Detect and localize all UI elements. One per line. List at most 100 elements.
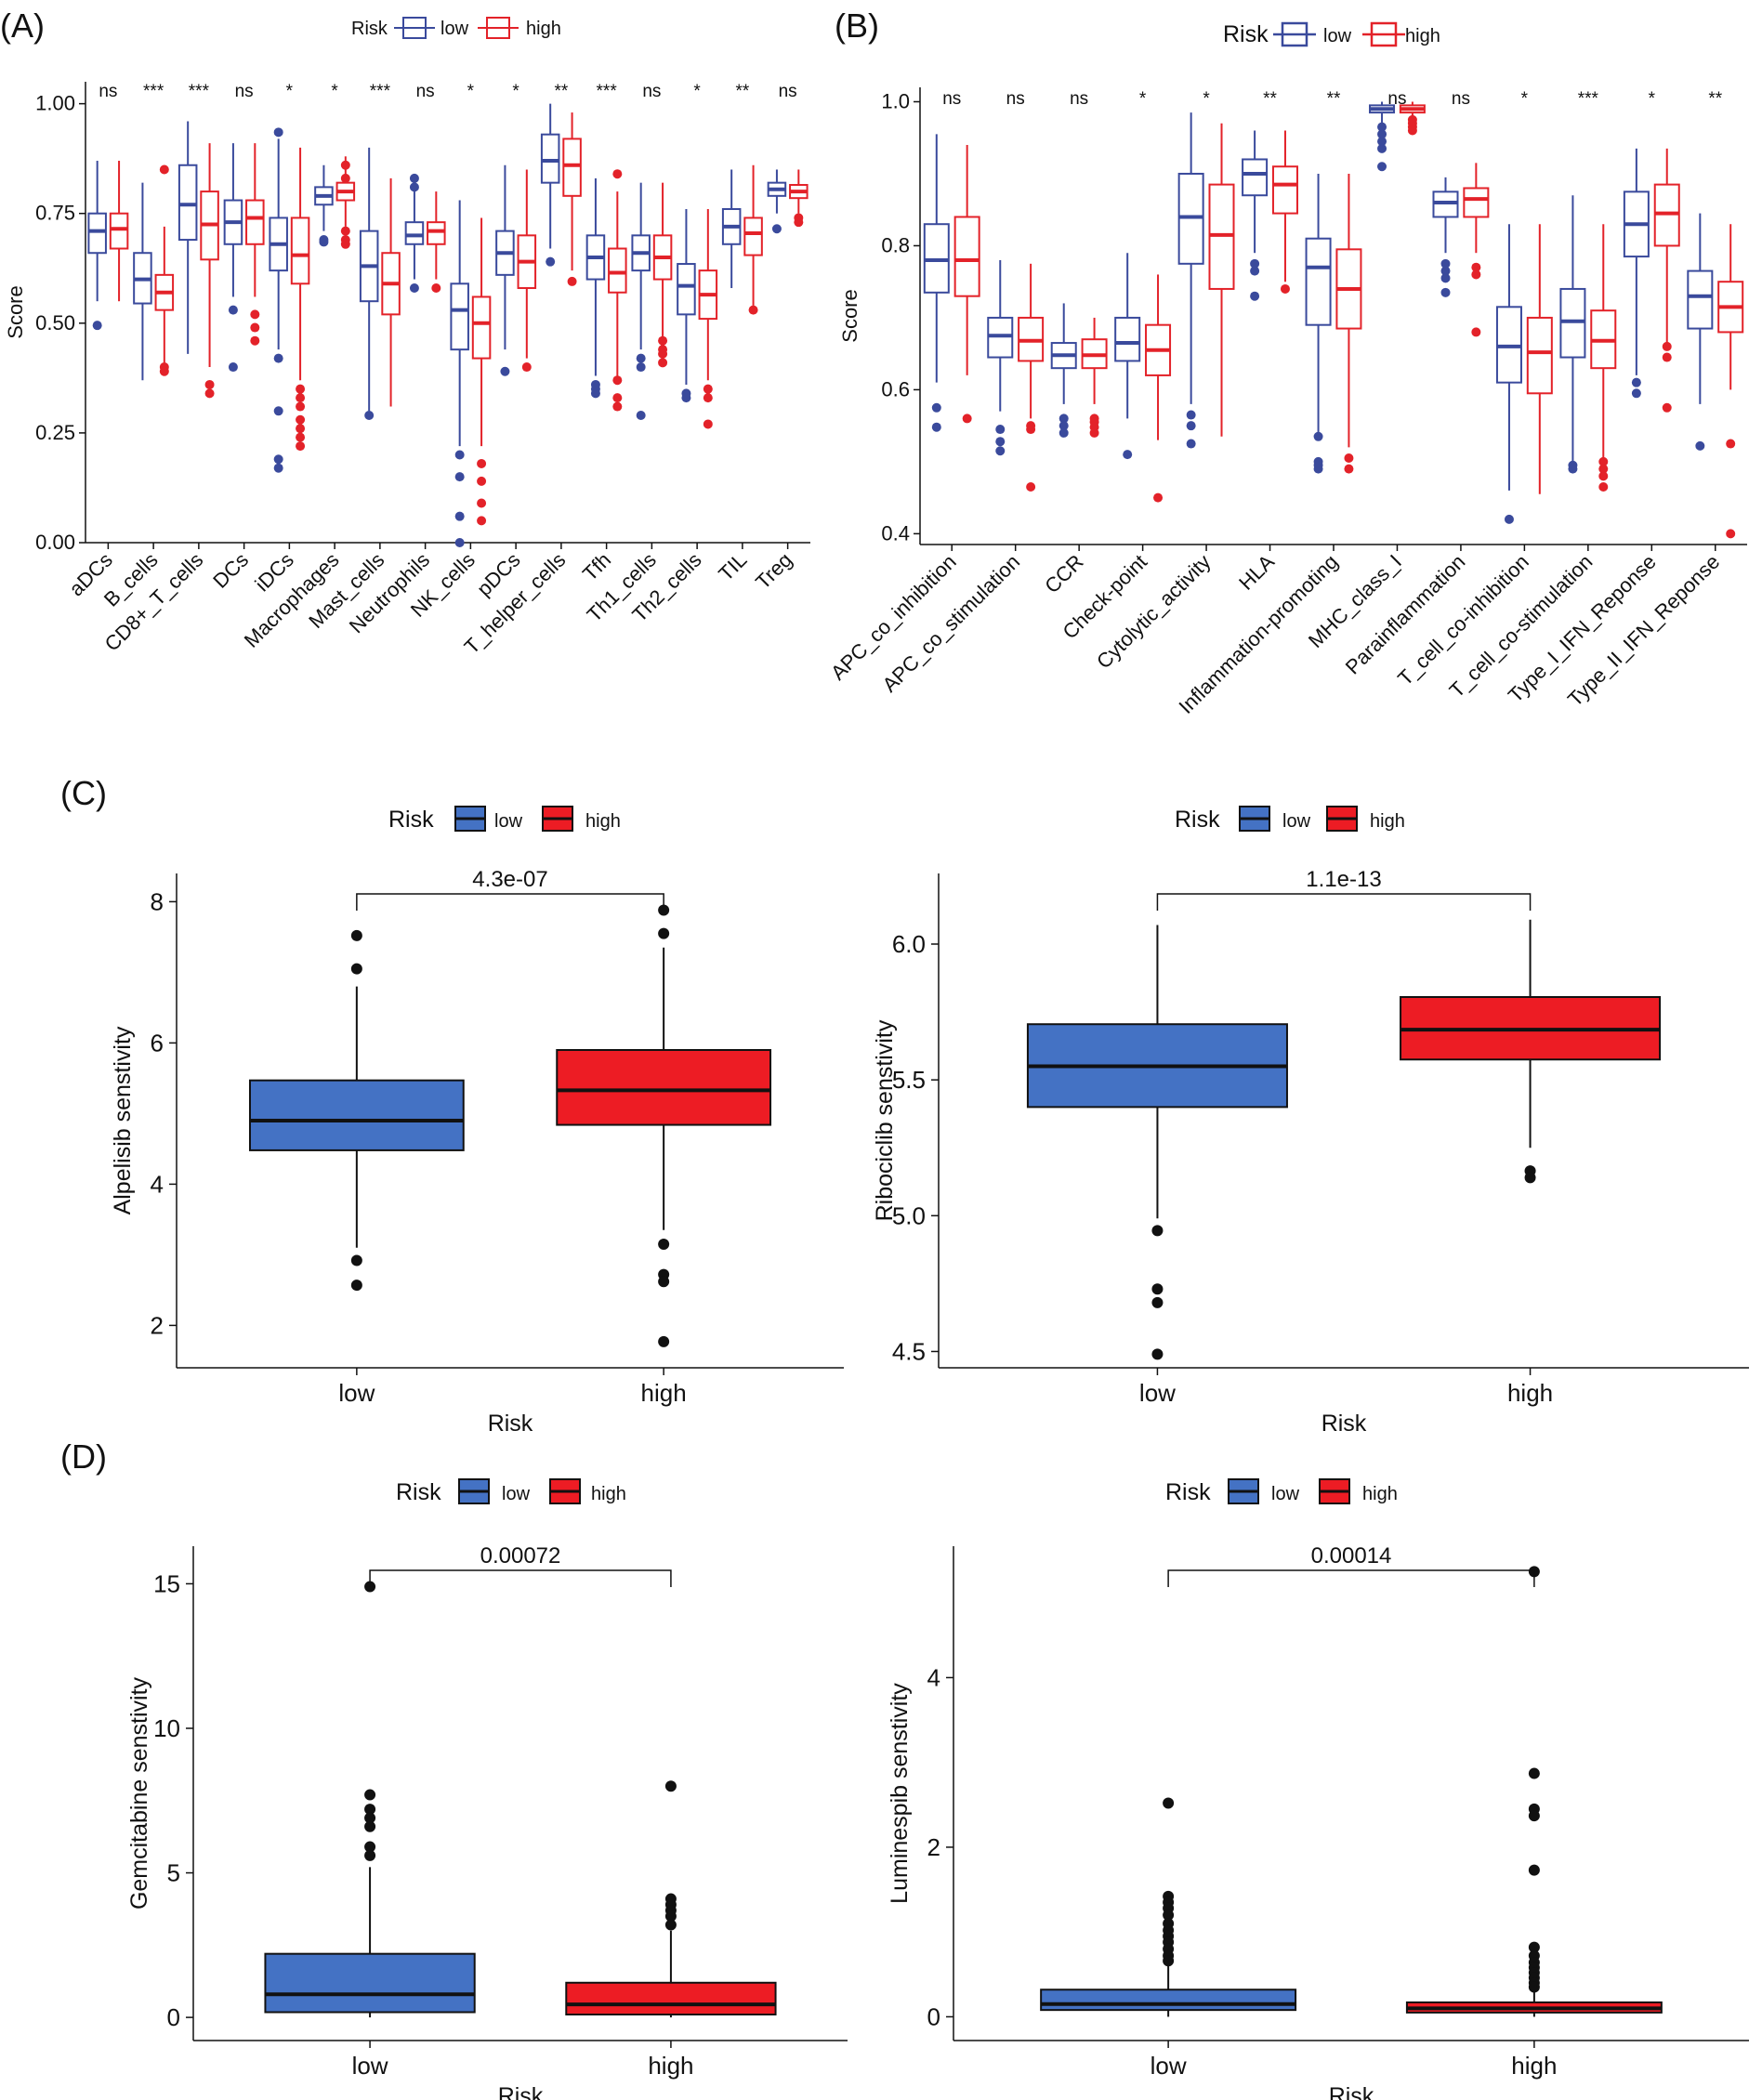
y-tick-label: 0 — [167, 2003, 180, 2031]
box-iqr — [1526, 316, 1553, 395]
outlier-point — [664, 1780, 677, 1792]
significance-label: *** — [143, 82, 164, 101]
x-tick-label: low — [1139, 1379, 1176, 1407]
outlier-point — [1186, 410, 1196, 420]
box-iqr — [953, 216, 980, 297]
x-axis-title: Risk — [1322, 1411, 1367, 1437]
outlier-point — [1528, 1864, 1540, 1876]
outlier-point — [1059, 413, 1069, 424]
significance-label: * — [331, 82, 338, 101]
significance-label: ** — [1327, 89, 1341, 109]
outlier-point — [1440, 258, 1451, 269]
outlier-point — [296, 424, 306, 434]
outlier-point — [1250, 266, 1260, 276]
outlier-point — [454, 538, 465, 547]
x-tick-label: Cytolytic_activity — [1092, 550, 1216, 674]
outlier-point — [636, 362, 646, 373]
outlier-point — [1280, 283, 1290, 294]
y-axis-title: Score — [838, 289, 861, 342]
y-tick-label: 0.6 — [881, 377, 910, 400]
legend-title: Risk — [388, 807, 434, 833]
x-axis-title: Risk — [488, 1411, 533, 1437]
box-iqr — [450, 282, 469, 351]
legend-key-low — [394, 17, 435, 39]
outlier-point — [1568, 464, 1578, 474]
legend-label-high: high — [591, 1484, 626, 1504]
outlier-point — [1151, 1225, 1164, 1237]
legend-label-low: low — [502, 1484, 531, 1504]
box-iqr — [404, 221, 425, 245]
significance-label: ns — [99, 82, 117, 101]
legend-label-high: high — [1405, 26, 1440, 46]
significance-label: ns — [235, 82, 254, 101]
x-tick-label: low — [352, 2052, 388, 2080]
outlier-point — [250, 309, 260, 320]
outlier-point — [1250, 291, 1260, 301]
outlier-point — [1662, 341, 1672, 351]
box-iqr — [743, 217, 763, 256]
outlier-point — [1528, 1767, 1540, 1779]
x-tick-label: high — [1507, 1379, 1553, 1407]
box-iqr — [471, 295, 492, 360]
outlier-point — [664, 1919, 677, 1931]
significance-label: * — [467, 82, 475, 101]
outlier-point — [454, 511, 465, 521]
outlier-point — [1631, 388, 1641, 399]
outlier-point — [658, 348, 668, 359]
outlier-point — [1471, 262, 1481, 272]
outlier-point — [296, 393, 306, 403]
outlier-point — [703, 384, 713, 394]
x-tick-label: DCs — [208, 548, 253, 593]
p-value-label: 0.00072 — [480, 1543, 561, 1568]
outlier-point — [273, 127, 283, 138]
outlier-point — [296, 441, 306, 452]
outlier-point — [1186, 421, 1196, 431]
outlier-point — [296, 401, 306, 412]
box-iqr — [677, 263, 696, 316]
chart-luminespib: 0 2 4 Luminespib senstivity low high Risk 0.000… — [887, 1543, 1749, 2100]
outlier-point — [409, 283, 419, 294]
outlier-point — [1440, 273, 1451, 283]
legend-key-low — [1239, 806, 1270, 832]
outlier-point — [340, 160, 350, 170]
chart-gemcitabine: 0 5 10 15 Gemcitabine senstivity low high Risk 0… — [126, 1543, 848, 2100]
box-iqr — [1242, 158, 1269, 197]
outlier-point — [1313, 431, 1323, 441]
significance-label: ns — [642, 82, 661, 101]
legend-key-high — [542, 806, 573, 832]
box-iqr — [556, 1049, 772, 1126]
box-iqr — [245, 199, 265, 245]
outlier-point — [1524, 1172, 1536, 1184]
legend-title: Risk — [1165, 1479, 1211, 1505]
y-tick-label: 0.00 — [35, 531, 75, 554]
legend-label-high: high — [1370, 811, 1405, 832]
outlier-point — [1662, 402, 1672, 413]
outlier-point — [364, 1812, 376, 1824]
box-iqr — [109, 212, 129, 250]
outlier-point — [350, 1280, 362, 1292]
legend-key-low — [1228, 1478, 1259, 1504]
outlier-point — [477, 498, 487, 508]
y-tick-label: 0.75 — [35, 202, 75, 225]
legend-d-right: Risk low high — [1165, 1478, 1398, 1505]
outlier-point — [500, 366, 510, 376]
outlier-point — [664, 1910, 677, 1923]
chart-ribociclib: 4.5 5.0 5.5 6.0 Ribociclib senstivity low high… — [872, 867, 1749, 1437]
box-iqr — [290, 217, 310, 285]
outlier-point — [477, 516, 487, 526]
outlier-point — [364, 1804, 376, 1816]
y-tick-label: 5.0 — [892, 1201, 926, 1229]
outlier-point — [612, 401, 623, 412]
y-tick-label: 0.4 — [881, 521, 910, 545]
outlier-point — [1631, 377, 1641, 387]
outlier-point — [995, 437, 1006, 447]
outlier-point — [658, 927, 670, 939]
outlier-point — [1407, 125, 1417, 136]
outlier-point — [273, 406, 283, 416]
outlier-point — [409, 182, 419, 192]
box-iqr — [562, 138, 582, 197]
outlier-point — [273, 353, 283, 363]
significance-label: ** — [1263, 89, 1277, 109]
outlier-point — [454, 450, 465, 460]
outlier-point — [1440, 266, 1451, 276]
